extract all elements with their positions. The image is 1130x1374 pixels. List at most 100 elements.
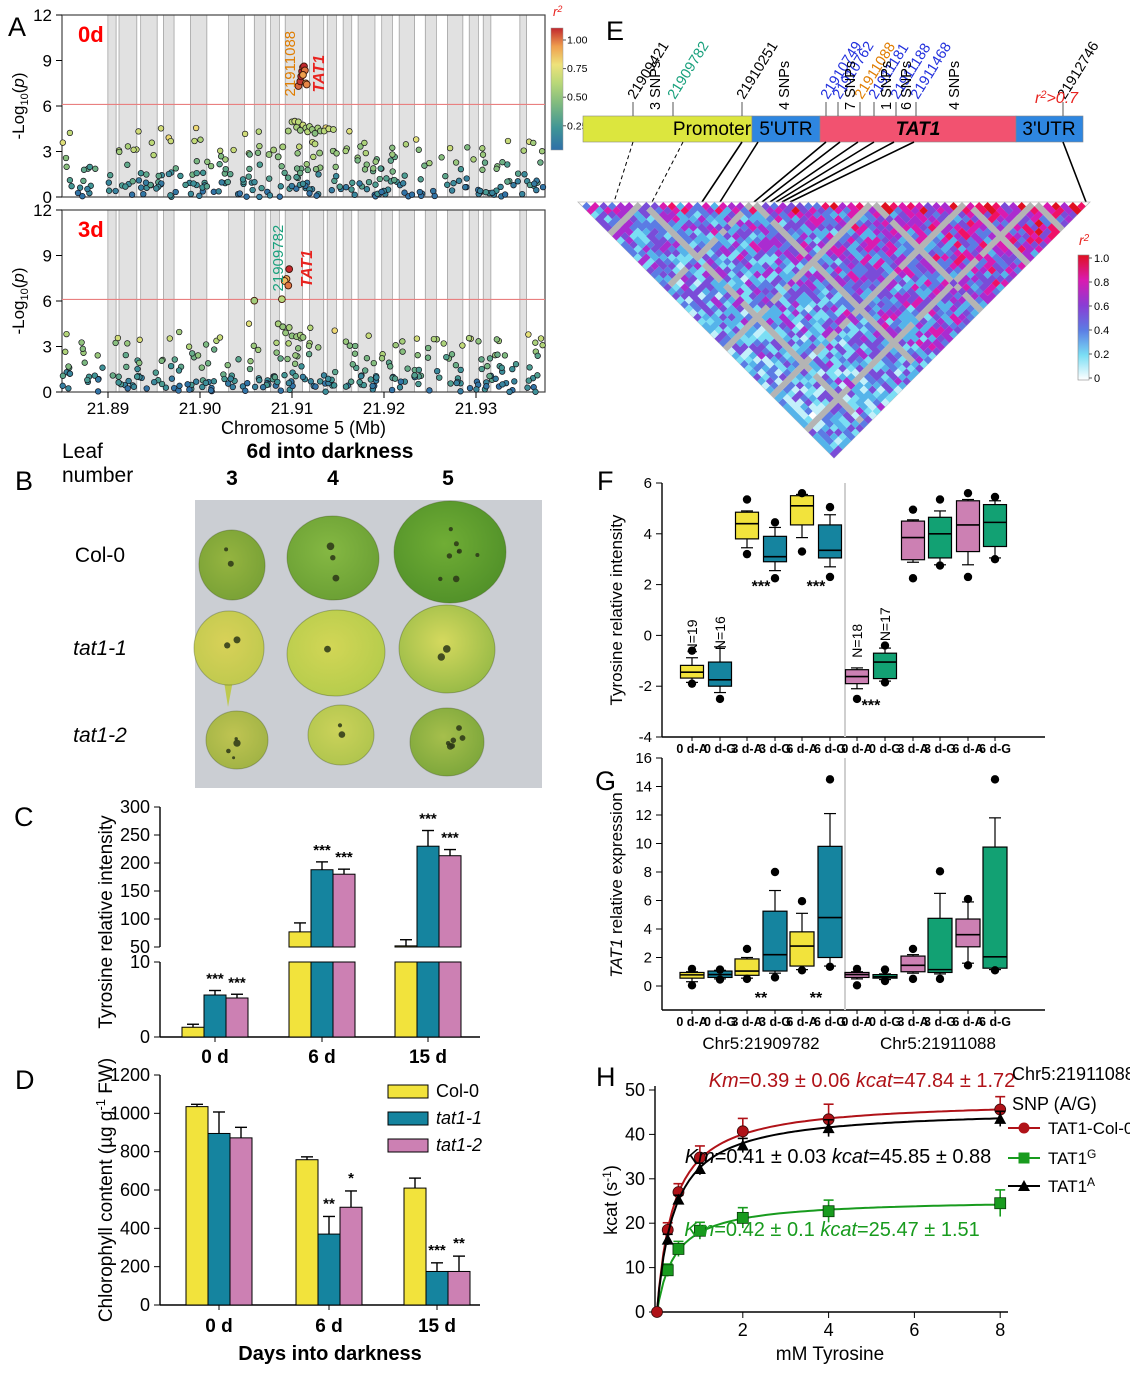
box <box>982 503 1008 548</box>
snp-point <box>281 372 288 379</box>
y-tick-label: 30 <box>625 1169 645 1189</box>
snp-point <box>288 182 295 190</box>
gene-segment-5'UTR <box>751 115 821 143</box>
snp-point <box>78 339 85 346</box>
snp-point <box>282 329 290 337</box>
panel-label-f: F <box>597 466 614 496</box>
snp-point <box>221 375 228 383</box>
data-point-circle <box>651 1306 663 1318</box>
bar-tat1-2 <box>332 961 356 1038</box>
snp-point <box>312 166 320 173</box>
snp-point <box>105 179 112 186</box>
bar-tat1-2 <box>438 961 462 1038</box>
bar-tat1-2 <box>447 1270 471 1306</box>
snp-point <box>216 334 224 341</box>
y-tick-label: 2 <box>644 950 652 967</box>
outlier-dot <box>825 502 835 512</box>
snp-point <box>365 178 373 186</box>
snp-point <box>265 151 273 158</box>
panel-label-b: B <box>15 466 33 496</box>
snp-point <box>532 339 539 346</box>
x-tick-label: 6 d <box>315 1316 342 1337</box>
snp-point <box>336 183 343 190</box>
x-tick-label: 4 <box>824 1320 834 1340</box>
outlier-dot <box>797 547 807 556</box>
bar-tat1-2 <box>339 1206 363 1306</box>
significance-mark: *** <box>419 811 437 828</box>
snp-point <box>346 128 353 135</box>
snp-point <box>217 147 224 154</box>
colorbar-tick-label: 0.50 <box>567 92 588 104</box>
snp-point <box>172 188 179 196</box>
y-axis-title: Tyrosine relative intensity <box>607 514 626 705</box>
snp-point <box>172 165 179 172</box>
snp-point <box>434 367 441 375</box>
snp-point <box>137 184 145 191</box>
y-tick-label: -4 <box>639 729 652 746</box>
box <box>734 511 760 540</box>
snp-point <box>305 350 313 358</box>
gene-name-label: TAT1 <box>311 55 328 93</box>
y-tick-label: 300 <box>120 797 150 817</box>
x-tick-label: 21.91 <box>271 399 314 418</box>
leaf-spot <box>438 576 443 582</box>
snp-point <box>207 162 215 170</box>
snp-position-label: 7 SNPs <box>843 61 859 110</box>
panel-label-h: H <box>596 1062 616 1092</box>
snp-point <box>478 365 485 373</box>
snp-point <box>59 382 66 389</box>
snp-point <box>369 382 376 390</box>
outlier-dot <box>742 944 752 954</box>
r2-threshold-note: r2>0.7 <box>1035 89 1079 107</box>
box <box>817 524 843 559</box>
outlier-dot <box>825 775 835 784</box>
snp-point <box>293 174 300 181</box>
panel-label-g: G <box>595 766 616 796</box>
snp-point <box>479 145 486 152</box>
snp-position-label: 6 SNPs <box>899 61 915 110</box>
snp-point <box>478 356 485 363</box>
snp-point <box>413 136 420 143</box>
snp-point <box>303 161 310 168</box>
snp-point <box>198 364 205 371</box>
snp-point <box>211 346 218 353</box>
leaf-spot <box>233 636 241 644</box>
snp-point <box>450 180 457 187</box>
data-point-square <box>994 1197 1007 1210</box>
y-tick-label: 0 <box>43 188 52 207</box>
snp-point <box>256 142 263 150</box>
snp-point <box>493 336 500 343</box>
snp-point <box>377 165 384 172</box>
top-snp-point <box>302 80 311 89</box>
leaf-spot <box>456 548 462 554</box>
snp-point <box>148 139 155 146</box>
snp-point <box>360 381 367 389</box>
significance-mark: *** <box>228 974 246 991</box>
ld-cells <box>612 202 1073 416</box>
kinetics-annotation: Km=0.42 ± 0.1 kcat=25.47 ± 1.51 <box>684 1219 980 1241</box>
leaf-header-line1: Leaf <box>62 440 103 463</box>
snp-point <box>193 378 200 385</box>
outlier-dot <box>687 981 697 990</box>
snp-point <box>66 177 74 184</box>
snp-point <box>63 330 70 338</box>
snp-point <box>525 377 532 384</box>
snp-point <box>520 147 527 154</box>
x-tick-label: 21.89 <box>87 399 130 418</box>
km-label: Km <box>684 1219 714 1241</box>
leaf-spot <box>453 541 459 547</box>
leaf-spot <box>234 737 238 741</box>
significance-mark: *** <box>206 971 224 988</box>
km-label: Km <box>685 1146 715 1168</box>
y-tick-label: 1200 <box>110 1065 150 1085</box>
snp-point <box>436 374 443 381</box>
outlier-dot <box>687 646 697 655</box>
snp-point <box>354 157 361 164</box>
snp-point <box>203 183 211 190</box>
significance-mark: *** <box>428 1242 446 1259</box>
snp-point <box>242 387 249 394</box>
snp-point <box>273 349 280 356</box>
x-tick-label: 3 d-G <box>924 742 956 756</box>
